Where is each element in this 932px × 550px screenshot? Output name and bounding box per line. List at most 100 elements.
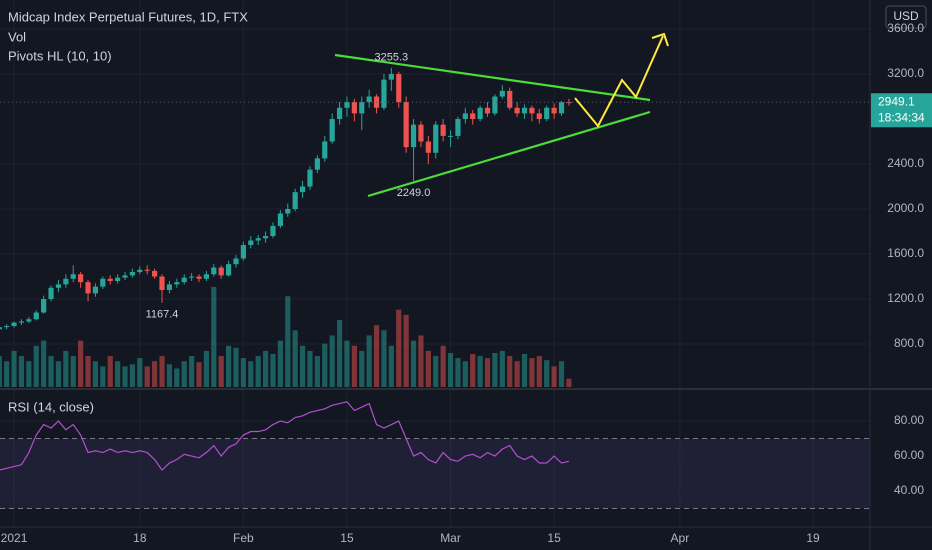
volume-bar	[189, 356, 195, 387]
candle-body	[92, 286, 99, 294]
volume-layer	[0, 287, 572, 387]
volume-bar	[270, 354, 276, 387]
rsi-tick-label: 60.00	[894, 448, 924, 462]
volume-bar	[477, 356, 483, 387]
volume-bar	[11, 350, 17, 387]
candle-body	[137, 269, 143, 273]
candle-body	[211, 267, 217, 275]
x-tick-label: 19	[806, 531, 820, 545]
candle-body	[381, 79, 387, 108]
trendline-lower	[367, 110, 651, 198]
volume-bar	[196, 362, 202, 387]
volume-bar	[536, 356, 542, 387]
volume-bar	[314, 356, 320, 387]
volume-bar	[63, 350, 69, 387]
candle-layer	[0, 67, 572, 330]
candle-body	[351, 102, 357, 114]
rsi-label: RSI (14, close)	[8, 399, 94, 414]
currency-box[interactable]	[885, 5, 927, 29]
candle-body	[203, 274, 209, 279]
candle-body	[189, 276, 195, 278]
volume-bar	[433, 356, 439, 387]
rsi-tick-label: 40.00	[894, 483, 924, 497]
candle-body	[18, 321, 25, 323]
grid-layer	[0, 0, 870, 527]
candle-body	[558, 102, 565, 114]
volume-bar	[558, 361, 565, 387]
candle-body	[26, 319, 32, 322]
volume-bar	[447, 352, 454, 387]
candle-body	[462, 113, 468, 120]
volume-bar	[396, 309, 402, 387]
candle-body	[85, 282, 91, 294]
candle-body	[226, 264, 232, 276]
y-tick-label: 2000.0	[887, 201, 924, 215]
candle-body	[455, 119, 461, 136]
candle-body	[477, 107, 483, 120]
candle-body	[0, 327, 2, 330]
volume-bar	[107, 356, 113, 387]
candle-body	[447, 135, 454, 137]
volume-bar	[248, 361, 254, 387]
volume-bar	[292, 330, 298, 387]
candle-body	[329, 119, 335, 142]
volume-bar	[285, 296, 291, 387]
y-tick-label: 2400.0	[887, 156, 924, 170]
volume-bar	[85, 356, 91, 387]
volume-bar	[129, 364, 136, 387]
candle-body	[484, 107, 491, 114]
y-tick-label: 1200.0	[887, 291, 924, 305]
volume-bar	[0, 356, 2, 387]
candle-body	[299, 186, 306, 193]
volume-bar	[226, 345, 232, 387]
candle-body	[440, 124, 446, 136]
candle-body	[174, 282, 180, 285]
candle-body	[507, 90, 513, 108]
volume-bar	[115, 361, 121, 387]
currency: USD	[893, 9, 919, 23]
rsi-tick-label: 80.00	[894, 413, 924, 427]
volume-bar	[366, 335, 372, 387]
candle-body	[433, 124, 439, 153]
candle-body	[514, 107, 520, 114]
candle-body	[396, 74, 402, 103]
volume-bar	[152, 361, 158, 387]
volume-bar	[336, 319, 343, 387]
volume-bar	[351, 345, 357, 387]
volume-bar	[529, 358, 535, 387]
x-tick-label: Mar	[440, 531, 461, 545]
candle-body	[78, 274, 84, 283]
volume-bar	[299, 345, 306, 387]
indicator-label: Pivots HL (10, 10)	[8, 48, 112, 63]
candle-body	[152, 270, 158, 277]
candle-body	[277, 213, 283, 226]
candle-body	[366, 96, 372, 103]
y-tick-label: 3600.0	[887, 21, 924, 35]
last-price-box	[871, 93, 932, 128]
candle-body	[144, 269, 150, 271]
volume-bar	[144, 366, 150, 387]
candle-body	[48, 287, 54, 300]
candle-body	[115, 277, 121, 282]
volume-bar	[33, 345, 39, 387]
volume-bar	[70, 356, 76, 387]
candle-body	[344, 102, 350, 108]
volume-bar	[181, 361, 187, 387]
candle-body	[129, 272, 136, 276]
candle-body	[314, 158, 320, 170]
candle-body	[41, 299, 47, 313]
projection-path	[574, 35, 664, 128]
x-tick-label: Apr	[671, 531, 690, 545]
volume-bar	[344, 340, 350, 387]
volume-bar	[373, 325, 380, 387]
candle-body	[4, 326, 10, 328]
candle-body	[359, 102, 365, 114]
candle-body	[107, 278, 113, 282]
volume-bar	[455, 358, 461, 387]
candle-body	[122, 275, 128, 278]
candle-body	[470, 113, 476, 120]
last-price-label: 2949.1	[878, 94, 915, 108]
pivot-label: 3255.3	[375, 52, 409, 64]
volume-bar	[122, 366, 128, 387]
